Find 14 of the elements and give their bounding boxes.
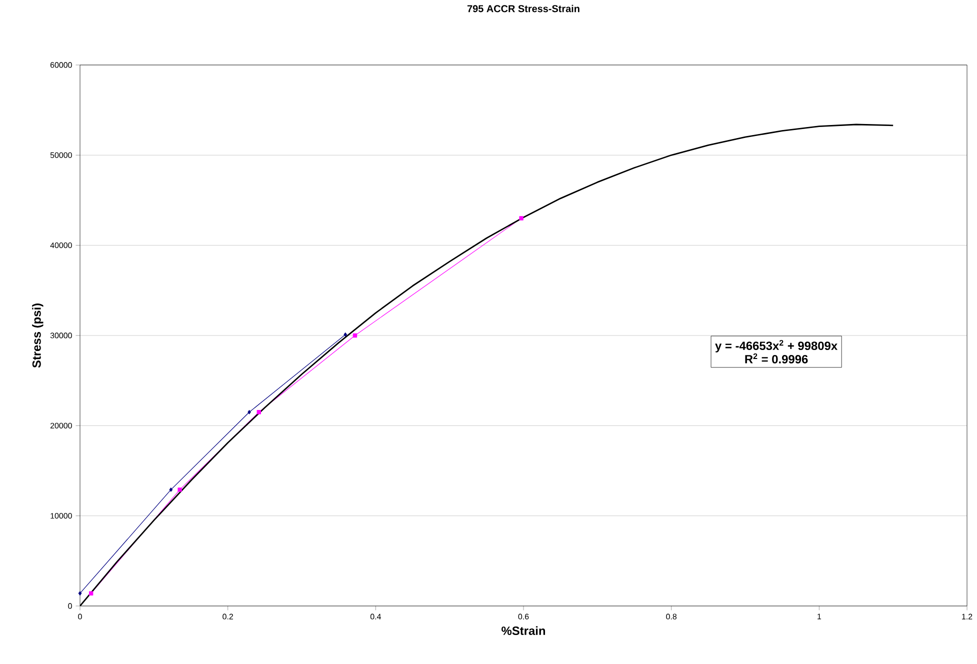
point: [256, 410, 261, 414]
point: [78, 591, 82, 596]
annotation: y = -46653x$^{2}$ + 99809x: [715, 340, 838, 352]
point: [248, 410, 251, 414]
point: [519, 216, 524, 220]
point: [89, 591, 94, 596]
point: [352, 333, 358, 338]
y-axis-title: Stress (psi): [32, 304, 44, 368]
point: [344, 332, 348, 337]
annotation: R$^{2}$ = 0.9996: [745, 353, 808, 364]
point: [178, 488, 182, 492]
point: [169, 488, 173, 492]
chart-title: 795 ACCR Stress-Strain: [467, 4, 580, 12]
x-axis-title: %Strain: [502, 626, 546, 636]
